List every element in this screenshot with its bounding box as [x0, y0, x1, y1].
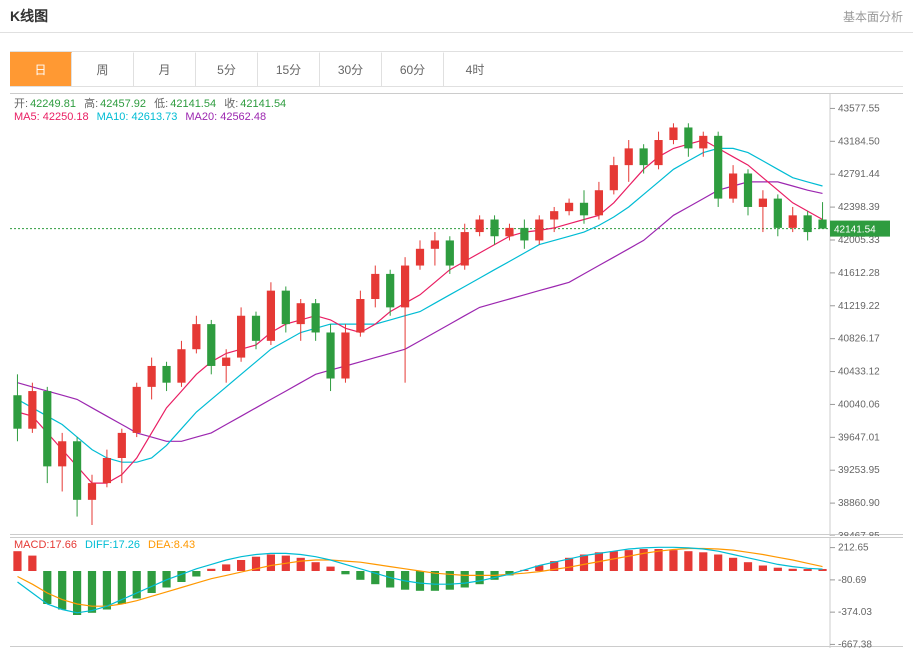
macd-info: MACD:17.66DIFF:17.26DEA:8.43 — [14, 539, 203, 551]
svg-text:40826.17: 40826.17 — [838, 334, 880, 345]
svg-text:-667.38: -667.38 — [838, 639, 872, 648]
macd-indicator-chart[interactable]: 212.65 -80.69 -374.03 -667.38 — [10, 537, 903, 647]
svg-text:-80.69: -80.69 — [838, 575, 867, 586]
chart-area: 开:42249.81 高:42457.92 低:42141.54 收:42141… — [10, 93, 903, 647]
svg-text:43184.50: 43184.50 — [838, 136, 880, 147]
tab-月[interactable]: 月 — [134, 52, 196, 86]
svg-text:-374.03: -374.03 — [838, 607, 872, 618]
chart-title: K线图 — [10, 6, 48, 26]
header: K线图 基本面分析 — [0, 0, 913, 33]
svg-text:42141.54: 42141.54 — [834, 225, 876, 236]
svg-text:42005.33: 42005.33 — [838, 235, 880, 246]
svg-text:39253.95: 39253.95 — [838, 465, 880, 476]
svg-text:40433.12: 40433.12 — [838, 367, 880, 378]
svg-text:39647.01: 39647.01 — [838, 432, 880, 443]
tab-5分[interactable]: 5分 — [196, 52, 258, 86]
timeframe-tabs: 日周月5分15分30分60分4时 — [10, 51, 903, 87]
svg-text:38860.90: 38860.90 — [838, 498, 880, 509]
tab-15分[interactable]: 15分 — [258, 52, 320, 86]
tab-周[interactable]: 周 — [72, 52, 134, 86]
kline-container: K线图 基本面分析 日周月5分15分30分60分4时 开:42249.81 高:… — [0, 0, 913, 646]
svg-text:212.65: 212.65 — [838, 543, 869, 554]
svg-text:42791.44: 42791.44 — [838, 169, 880, 180]
tab-日[interactable]: 日 — [10, 52, 72, 86]
svg-text:42398.39: 42398.39 — [838, 202, 880, 213]
svg-text:40040.06: 40040.06 — [838, 399, 880, 410]
tab-4时[interactable]: 4时 — [444, 52, 506, 86]
main-candlestick-chart[interactable]: 43577.55 43184.50 42791.44 42398.39 42005.33… — [10, 93, 903, 535]
ohlc-info: 开:42249.81 高:42457.92 低:42141.54 收:42141… — [14, 95, 288, 111]
fundamental-link[interactable]: 基本面分析 — [843, 8, 903, 25]
tab-30分[interactable]: 30分 — [320, 52, 382, 86]
svg-text:41612.28: 41612.28 — [838, 268, 880, 279]
svg-text:41219.22: 41219.22 — [838, 301, 880, 312]
svg-text:38467.85: 38467.85 — [838, 531, 880, 536]
tab-60分[interactable]: 60分 — [382, 52, 444, 86]
svg-text:43577.55: 43577.55 — [838, 103, 880, 114]
ma-info: MA5: 42250.18MA10: 42613.73MA20: 42562.4… — [14, 111, 274, 123]
